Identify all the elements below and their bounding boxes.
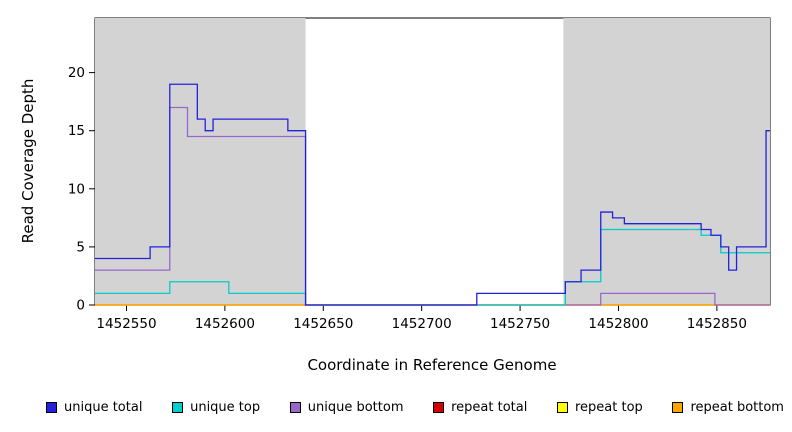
legend-swatch-repeat-bottom (672, 401, 684, 413)
legend-label-unique-top: unique top (190, 399, 261, 415)
legend-item-repeat-total: repeat total (433, 400, 527, 415)
x-tick-label: 1452750 (490, 316, 550, 332)
legend-swatch-unique-total (46, 401, 57, 413)
legend-label-unique-total: unique total (64, 399, 143, 415)
x-tick-label: 1452800 (588, 316, 648, 332)
shaded-region-1 (95, 18, 306, 305)
y-axis-title: Read Coverage Depth (19, 78, 37, 244)
legend-swatch-unique-bottom (289, 401, 301, 413)
legend-item-unique-bottom: unique bottom (289, 399, 404, 415)
legend-item-unique-top: unique top (172, 400, 260, 415)
legend-label-unique-bottom: unique bottom (307, 399, 404, 415)
legend-item-repeat-top: repeat top (557, 400, 643, 415)
legend-swatch-repeat-top (557, 401, 568, 413)
y-tick-label: 20 (68, 65, 85, 81)
x-axis-title: Coordinate in Reference Genome (307, 356, 557, 374)
y-tick-label: 0 (76, 298, 85, 314)
legend-label-repeat-total: repeat total (451, 399, 528, 415)
y-tick-label: 10 (68, 181, 85, 197)
y-tick-label: 15 (68, 123, 85, 139)
x-tick-label: 1452700 (392, 316, 452, 332)
legend: unique total unique top unique bottom repea… (46, 397, 784, 417)
legend-swatch-unique-top (172, 401, 184, 413)
series-line-unique-total (95, 83, 770, 306)
shaded-region-2 (563, 18, 770, 305)
x-tick-label: 1452850 (687, 316, 747, 332)
legend-label-repeat-bottom: repeat bottom (690, 399, 784, 415)
legend-item-unique-total: unique total (46, 400, 142, 415)
legend-item-repeat-bottom: repeat bottom (672, 400, 784, 415)
y-tick-label: 5 (76, 239, 85, 255)
x-tick-label: 1452650 (293, 316, 353, 332)
legend-label-repeat-top: repeat top (575, 399, 643, 415)
x-tick-label: 1452600 (195, 316, 255, 332)
x-tick-label: 1452550 (96, 316, 156, 332)
legend-swatch-repeat-total (433, 401, 445, 413)
